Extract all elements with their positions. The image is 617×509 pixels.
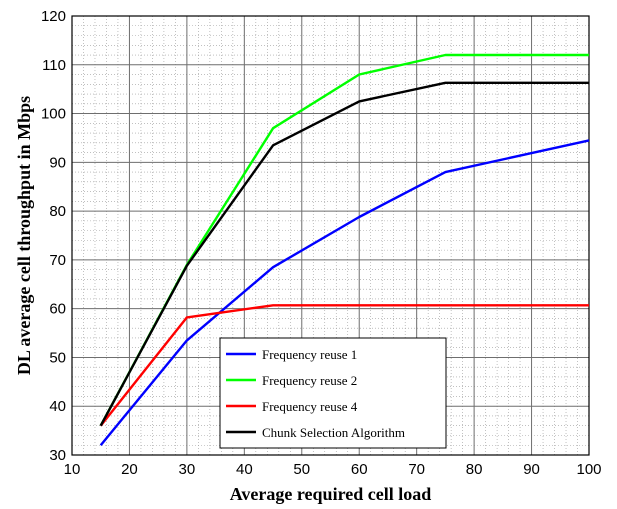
y-tick-label: 30 (49, 447, 66, 464)
y-tick-label: 120 (41, 8, 66, 25)
y-tick-label: 70 (49, 252, 66, 269)
legend-entry-label: Frequency reuse 1 (262, 347, 357, 362)
x-tick-label: 100 (576, 461, 601, 478)
x-axis-label: Average required cell load (230, 484, 431, 504)
x-tick-label: 30 (179, 461, 196, 478)
y-axis-label: DL average cell throughput in Mbps (14, 96, 34, 375)
legend-entry-label: Frequency reuse 2 (262, 373, 357, 388)
y-tick-label: 100 (41, 106, 66, 123)
legend-box (219, 337, 447, 449)
plot-frame (71, 15, 590, 456)
x-tick-label: 90 (523, 461, 540, 478)
y-tick-label: 50 (49, 349, 66, 366)
y-tick-label: 110 (42, 57, 66, 74)
y-tick-label: 40 (49, 398, 66, 415)
y-tick-label: 80 (49, 203, 66, 220)
x-tick-label: 60 (351, 461, 368, 478)
y-tick-label: 60 (49, 301, 66, 318)
x-tick-label: 80 (466, 461, 483, 478)
x-axis-ticks: 10 20 30 40 50 60 70 80 90 100 (64, 461, 602, 478)
legend-entry-label: Chunk Selection Algorithm (262, 425, 405, 440)
x-tick-label: 70 (408, 461, 425, 478)
x-tick-label: 10 (64, 461, 81, 478)
series-line (99, 81, 589, 427)
x-tick-label: 50 (293, 461, 310, 478)
y-tick-label: 90 (49, 154, 66, 171)
series-lines (99, 53, 590, 446)
legend-entry-label: Frequency reuse 4 (262, 399, 358, 414)
x-tick-label: 20 (121, 461, 138, 478)
series-line (99, 139, 590, 446)
series-line (99, 304, 589, 427)
legend: Frequency reuse 1 Frequency reuse 2 Freque… (219, 337, 447, 449)
y-axis-ticks: 30 40 50 60 70 80 90 100 110 120 (41, 8, 66, 464)
x-tick-label: 40 (236, 461, 253, 478)
